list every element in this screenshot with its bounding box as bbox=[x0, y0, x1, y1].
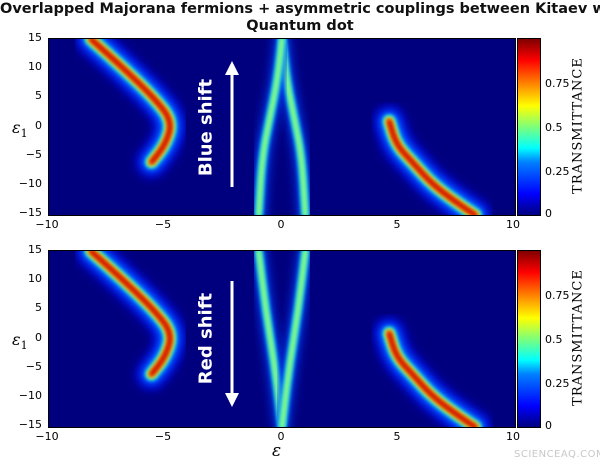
resonance-band-layer bbox=[257, 39, 284, 215]
colorbar-tick-top: 0.5 bbox=[545, 121, 563, 134]
resonance-band bbox=[251, 39, 289, 215]
blue-shift-label: Blue shift bbox=[195, 78, 217, 177]
y-axis-label-subscript: 1 bbox=[20, 127, 28, 141]
heatmap-top bbox=[48, 38, 516, 216]
y-tick-bottom: 5 bbox=[35, 301, 42, 314]
y-tick-top: 15 bbox=[28, 31, 42, 44]
x-tick-bottom: 0 bbox=[277, 430, 285, 443]
resonance-band-layer bbox=[257, 251, 284, 427]
resonance-band-layer bbox=[89, 251, 172, 376]
x-tick-top: 0 bbox=[277, 218, 285, 231]
y-axis-label-top: ε1 bbox=[12, 118, 28, 140]
y-tick-bottom: 10 bbox=[28, 272, 42, 285]
x-tick-bottom: −10 bbox=[35, 430, 59, 443]
arrow-head bbox=[225, 393, 239, 407]
y-axis-label-subscript: 1 bbox=[20, 339, 28, 353]
x-tick-top: −5 bbox=[154, 218, 172, 231]
resonance-band bbox=[251, 251, 289, 427]
colorbar-tick-top: 0.25 bbox=[545, 165, 570, 178]
resonance-band bbox=[75, 251, 185, 390]
colorbar-label-bottom: TRANSMITTANCE bbox=[570, 269, 586, 406]
heatmap-bottom-plot bbox=[49, 251, 515, 427]
resonance-band-layer bbox=[280, 251, 307, 427]
y-axis-label-symbol: ε bbox=[12, 330, 21, 349]
resonance-band bbox=[75, 39, 185, 178]
y-tick-top: −10 bbox=[18, 177, 42, 190]
colorbar-tick-bottom: 0 bbox=[545, 419, 552, 432]
watermark: SCIENCEAQ.COM bbox=[514, 449, 600, 460]
x-tick-bottom: −5 bbox=[154, 430, 172, 443]
red-shift-label: Red shift bbox=[195, 292, 217, 385]
x-tick-top: −10 bbox=[35, 218, 59, 231]
x-tick-top: 10 bbox=[506, 218, 520, 231]
y-tick-bottom: −10 bbox=[18, 389, 42, 402]
resonance-band-layer bbox=[387, 119, 477, 215]
colorbar-tick-bottom: 0.25 bbox=[545, 377, 570, 390]
x-tick-bottom: 10 bbox=[506, 430, 520, 443]
heatmap-top-plot bbox=[49, 39, 515, 215]
x-tick-bottom: 5 bbox=[393, 430, 401, 443]
colorbar-tick-bottom: 0.5 bbox=[545, 333, 563, 346]
colorbar-tick-top: 0 bbox=[545, 207, 552, 220]
resonance-band-layer bbox=[89, 39, 172, 164]
x-axis-label: ε bbox=[272, 441, 282, 461]
y-tick-bottom: 15 bbox=[28, 243, 42, 256]
colorbar-tick-top: 0.75 bbox=[545, 77, 570, 90]
y-tick-top: 5 bbox=[35, 89, 42, 102]
y-tick-top: −15 bbox=[18, 206, 42, 219]
y-tick-top: −5 bbox=[25, 148, 42, 161]
resonance-band bbox=[374, 318, 491, 427]
colorbar-tick-bottom: 0.75 bbox=[545, 289, 570, 302]
y-axis-label-bottom: ε1 bbox=[12, 330, 28, 352]
y-tick-top: 10 bbox=[28, 60, 42, 73]
chart-title-line-1: Overlapped Majorana fermions + asymmetri… bbox=[0, 1, 600, 17]
y-axis-label-symbol: ε bbox=[12, 118, 21, 137]
chart-title-line-2: Quantum dot bbox=[246, 18, 354, 34]
resonance-band bbox=[275, 251, 313, 427]
colorbar-bottom bbox=[517, 250, 541, 428]
resonance-band-layer bbox=[387, 331, 477, 427]
resonance-band bbox=[374, 106, 491, 215]
y-tick-bottom: −5 bbox=[25, 360, 42, 373]
colorbar-label-top: TRANSMITTANCE bbox=[570, 57, 586, 194]
x-tick-top: 5 bbox=[393, 218, 401, 231]
heatmap-bottom bbox=[48, 250, 516, 428]
y-tick-top: 0 bbox=[35, 119, 42, 132]
y-tick-bottom: 0 bbox=[35, 331, 42, 344]
colorbar-top bbox=[517, 38, 541, 216]
arrow-head bbox=[225, 61, 239, 75]
y-tick-bottom: −15 bbox=[18, 418, 42, 431]
